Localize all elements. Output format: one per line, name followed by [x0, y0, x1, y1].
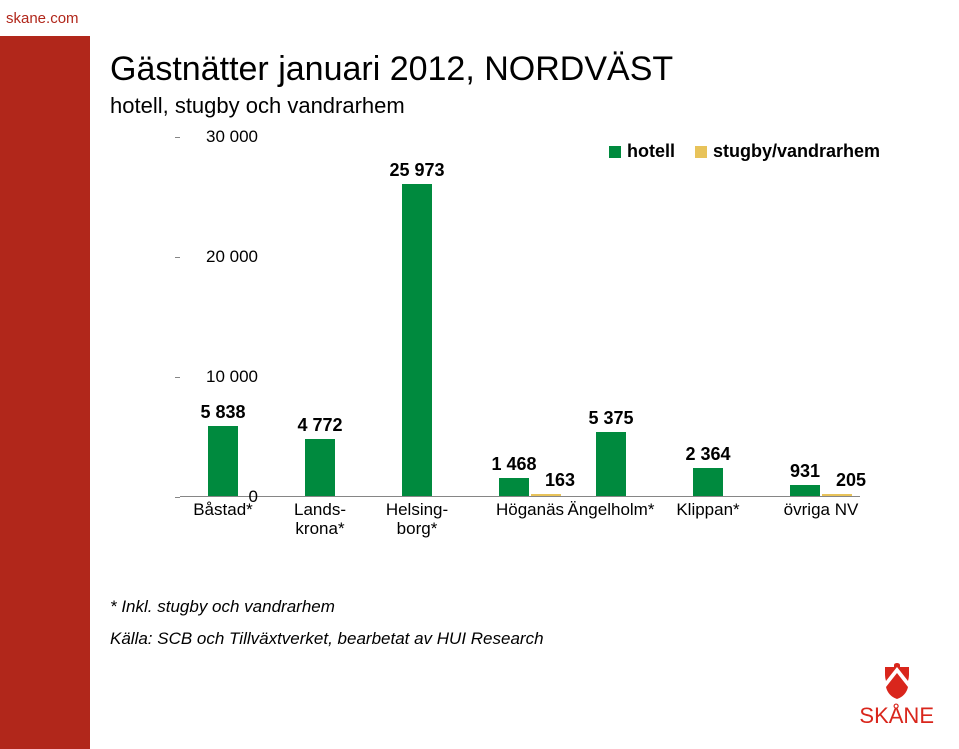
x-category-label: Ängelholm*: [563, 501, 659, 520]
bar-value-label: 2 364: [685, 444, 730, 465]
y-tick-label: 20 000: [198, 247, 258, 267]
bar-chart: hotell stugby/vandrarhem 5 8384 77225 97…: [110, 137, 880, 537]
bar-value-label: 5 838: [200, 402, 245, 423]
brand-band: skane.com: [0, 0, 90, 36]
bar-hotell: [596, 432, 626, 497]
plot-area: 5 8384 77225 9731 4681635 3752 364931205: [180, 137, 860, 497]
bar-hotell: [305, 439, 335, 496]
bar-hotell: [208, 426, 238, 496]
slide-title: Gästnätter januari 2012, NORDVÄST: [110, 50, 930, 89]
x-category-label: övriga NV: [773, 501, 869, 520]
y-tick-mark: [175, 377, 180, 378]
bar-value-label: 25 973: [389, 160, 444, 181]
bar-sv: [822, 494, 852, 496]
bar-sv: [531, 494, 561, 496]
logo-text: skåne: [859, 703, 934, 729]
footnote: * Inkl. stugby och vandrarhem: [110, 597, 930, 617]
y-tick-mark: [175, 137, 180, 138]
bar-hotell: [790, 485, 820, 496]
x-category-label: Helsing-borg*: [369, 501, 465, 538]
x-category-label: Lands-krona*: [272, 501, 368, 538]
bar-value-label: 4 772: [297, 415, 342, 436]
slide-sidebar: [0, 0, 90, 749]
slide-subtitle: hotell, stugby och vandrarhem: [110, 93, 930, 119]
crest-icon: [877, 663, 917, 703]
y-tick-label: 30 000: [198, 127, 258, 147]
bar-hotell: [693, 468, 723, 496]
brand-text: skane.com: [6, 10, 79, 27]
source-line: Källa: SCB och Tillväxtverket, bearbetat…: [110, 629, 930, 649]
skane-logo: skåne: [859, 663, 934, 729]
y-tick-label: 10 000: [198, 367, 258, 387]
x-category-label: Klippan*: [660, 501, 756, 520]
bar-value-label: 931: [790, 461, 820, 482]
x-category-label: Båstad*: [175, 501, 271, 520]
y-tick-mark: [175, 497, 180, 498]
bar-hotell: [402, 184, 432, 496]
bar-hotell: [499, 478, 529, 496]
bar-value-label: 1 468: [491, 454, 536, 475]
bar-value-label: 163: [545, 470, 575, 491]
y-tick-mark: [175, 257, 180, 258]
slide-content: Gästnätter januari 2012, NORDVÄST hotell…: [110, 50, 930, 649]
bar-value-label: 5 375: [588, 408, 633, 429]
bar-value-label: 205: [836, 470, 866, 491]
